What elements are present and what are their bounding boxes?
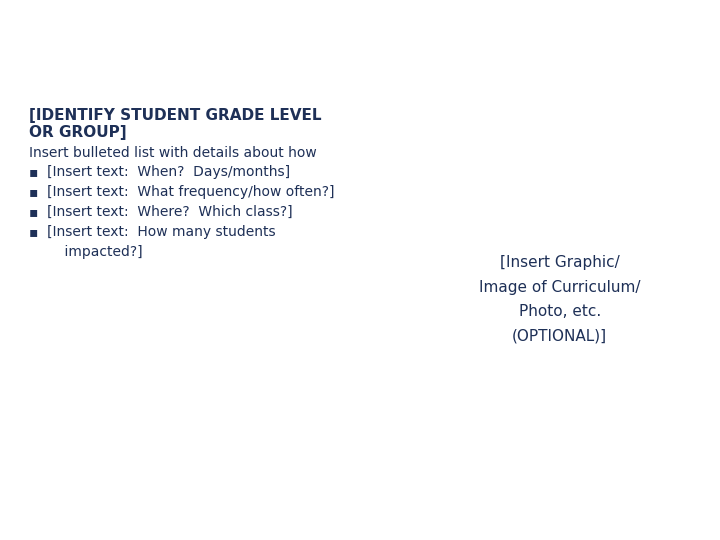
Text: [Insert text:  When?  Days/months]: [Insert text: When? Days/months]	[47, 165, 290, 179]
Text: [Insert text:  Where?  Which class?]: [Insert text: Where? Which class?]	[47, 205, 292, 219]
Text: impacted?]: impacted?]	[47, 245, 143, 259]
Text: Process Data: Process Data	[22, 33, 166, 53]
Text: ▪: ▪	[29, 165, 38, 179]
Text: School Name – School Counseling Department: School Name – School Counseling Departme…	[17, 513, 339, 526]
Text: ▪: ▪	[29, 205, 38, 219]
Text: [Insert Graphic/
Image of Curriculum/
Photo, etc.
(OPTIONAL)]: [Insert Graphic/ Image of Curriculum/ Ph…	[479, 255, 641, 344]
Text: Insert bulleted list with details about how: Insert bulleted list with details about …	[29, 146, 317, 160]
Text: ▪: ▪	[29, 225, 38, 239]
Text: ▪: ▪	[29, 185, 38, 199]
Text: [Insert text:  How many students: [Insert text: How many students	[47, 225, 276, 239]
Text: OR GROUP]: OR GROUP]	[29, 125, 127, 140]
Text: 8: 8	[617, 511, 629, 529]
Text: [Insert text:  What frequency/how often?]: [Insert text: What frequency/how often?]	[47, 185, 334, 199]
Text: [IDENTIFY STUDENT GRADE LEVEL: [IDENTIFY STUDENT GRADE LEVEL	[29, 109, 321, 123]
